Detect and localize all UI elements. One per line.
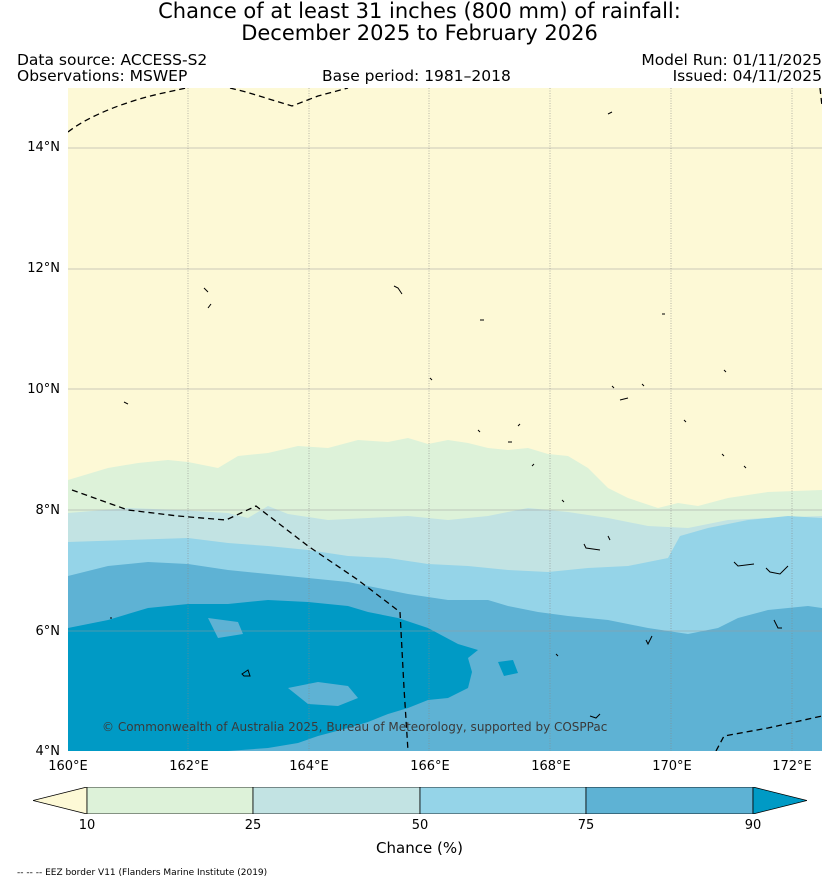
colorbar-seg-1 [86, 787, 254, 814]
lat-label-8: 8°N [35, 503, 61, 518]
base-period: Base period: 1981–2018 [322, 67, 511, 85]
lon-label-166: 166°E [410, 759, 450, 774]
band-75-90-patch2 [208, 618, 243, 638]
band-75-90-patch [288, 682, 358, 706]
eez-legend: -- -- -- EEZ border V11 (Flanders Marine… [17, 868, 268, 878]
colorbar-tick-10: 10 [78, 818, 96, 833]
eez-border [68, 88, 822, 751]
colorbar [33, 787, 807, 814]
colorbar-seg-4 [585, 787, 754, 814]
lon-label-162: 162°E [169, 759, 209, 774]
lon-label-168: 168°E [531, 759, 571, 774]
lon-label-164: 164°E [289, 759, 329, 774]
band-gt90 [68, 600, 478, 751]
lon-label-172: 172°E [772, 759, 812, 774]
issued-date: Issued: 04/11/2025 [672, 67, 822, 85]
lat-label-6: 6°N [35, 624, 61, 639]
gridlines [187, 88, 793, 751]
data-source: Data source: ACCESS-S2 [17, 51, 208, 69]
observations: Observations: MSWEP [17, 67, 188, 85]
lon-label-170: 170°E [652, 759, 692, 774]
lat-gridlines [68, 147, 822, 632]
colorbar-seg-3 [419, 787, 587, 814]
lat-label-10: 10°N [27, 382, 60, 397]
colorbar-tick-25: 25 [244, 818, 262, 833]
colorbar-tick-75: 75 [577, 818, 595, 833]
band-gt90-patch [498, 660, 518, 676]
rainfall-map: © Commonwealth of Australia 2025, Bureau… [68, 88, 822, 751]
map-title-line2: December 2025 to February 2026 [241, 21, 598, 45]
model-run: Model Run: 01/11/2025 [641, 51, 822, 69]
lat-label-4: 4°N [35, 744, 61, 759]
colorbar-tick-50: 50 [411, 818, 429, 833]
colorbar-seg-2 [252, 787, 421, 814]
colorbar-seg-0 [33, 787, 88, 814]
lat-label-14: 14°N [27, 140, 60, 155]
islands [110, 111, 789, 719]
lat-label-12: 12°N [27, 261, 60, 276]
lon-label-160: 160°E [48, 759, 88, 774]
colorbar-title: Chance (%) [376, 839, 463, 857]
colorbar-tick-90: 90 [744, 818, 762, 833]
map-title-line1: Chance of at least 31 inches (800 mm) of… [158, 0, 681, 23]
copyright-text: © Commonwealth of Australia 2025, Bureau… [102, 720, 607, 734]
colorbar-seg-5 [752, 787, 807, 814]
